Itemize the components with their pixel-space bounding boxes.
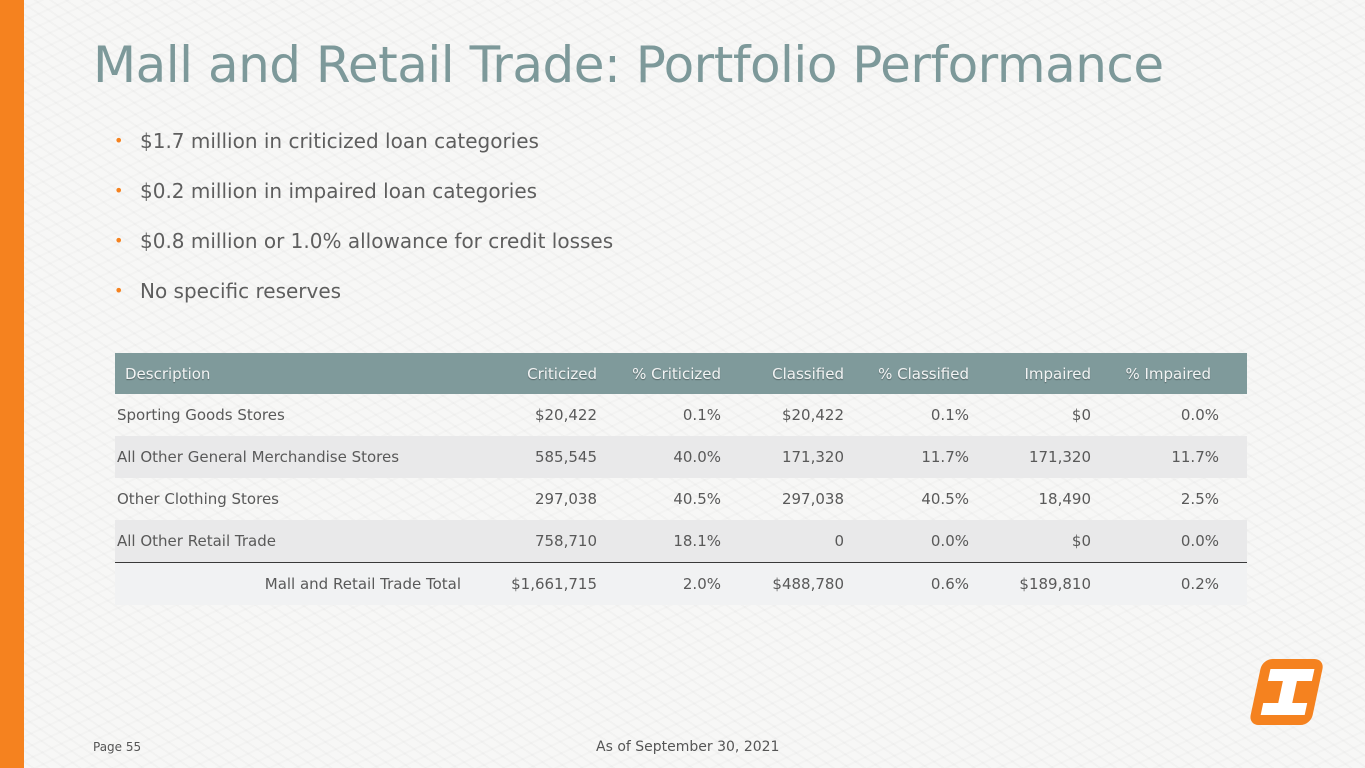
bullet-item: • $0.2 million in impaired loan categorie… xyxy=(114,177,613,227)
cell-pct-impaired: 2.5% xyxy=(1180,490,1219,508)
cell-total-pct-classified: 0.6% xyxy=(854,562,979,605)
cell-total-impaired: $189,810 xyxy=(979,562,1101,605)
accent-side-bar xyxy=(0,0,24,768)
bullet-text: $1.7 million in criticized loan categori… xyxy=(140,129,539,153)
table-row: Other Clothing Stores 297,038 40.5% 297,… xyxy=(115,478,1247,520)
col-header-pct-criticized: % Criticized xyxy=(607,353,731,394)
cell-total-pct-impaired: 0.2% xyxy=(1101,562,1247,605)
table-row: All Other General Merchandise Stores 585… xyxy=(115,436,1247,478)
cell-total-description: Mall and Retail Trade Total xyxy=(115,562,483,605)
cell-pct-criticized: 40.0% xyxy=(607,436,731,478)
cell-description: Other Clothing Stores xyxy=(117,490,279,508)
table-total-row: Mall and Retail Trade Total $1,661,715 2… xyxy=(115,562,1247,605)
bullet-dot-icon: • xyxy=(114,181,124,200)
page-number: Page 55 xyxy=(93,740,142,754)
cell-total-criticized: $1,661,715 xyxy=(483,562,607,605)
cell-pct-impaired: 0.0% xyxy=(1101,520,1247,563)
cell-classified: 297,038 xyxy=(781,490,844,508)
col-header-description: Description xyxy=(115,353,483,394)
table-row: Sporting Goods Stores $20,422 0.1% $20,4… xyxy=(115,394,1247,436)
bullet-text: $0.8 million or 1.0% allowance for credi… xyxy=(140,229,614,253)
cell-description: Sporting Goods Stores xyxy=(117,406,285,424)
cell-classified: 0 xyxy=(731,520,854,563)
cell-classified: 171,320 xyxy=(731,436,854,478)
cell-pct-impaired: 11.7% xyxy=(1101,436,1247,478)
cell-impaired: 18,490 xyxy=(1038,490,1092,508)
page-title: Mall and Retail Trade: Portfolio Perform… xyxy=(93,36,1164,94)
col-header-pct-classified: % Classified xyxy=(854,353,979,394)
bullet-item: • No specific reserves xyxy=(114,277,613,327)
bullet-text: $0.2 million in impaired loan categories xyxy=(140,179,538,203)
cell-pct-criticized: 40.5% xyxy=(673,490,721,508)
as-of-date: As of September 30, 2021 xyxy=(596,739,780,755)
cell-description: All Other Retail Trade xyxy=(115,520,483,563)
table-row: All Other Retail Trade 758,710 18.1% 0 0… xyxy=(115,520,1247,563)
cell-pct-impaired: 0.0% xyxy=(1180,406,1219,424)
col-header-impaired: Impaired xyxy=(979,353,1101,394)
col-header-classified: Classified xyxy=(731,353,854,394)
cell-classified: $20,422 xyxy=(781,406,844,424)
brand-logo-icon xyxy=(1250,659,1323,725)
bullet-dot-icon: • xyxy=(114,231,124,250)
cell-description: All Other General Merchandise Stores xyxy=(115,436,483,478)
cell-pct-classified: 0.1% xyxy=(930,406,969,424)
cell-impaired: 171,320 xyxy=(979,436,1101,478)
cell-criticized: 297,038 xyxy=(534,490,597,508)
cell-pct-criticized: 18.1% xyxy=(607,520,731,563)
cell-impaired: $0 xyxy=(979,520,1101,563)
portfolio-table: Description Criticized % Criticized Clas… xyxy=(115,353,1247,605)
bullet-dot-icon: • xyxy=(114,131,124,150)
bullet-item: • $1.7 million in criticized loan categor… xyxy=(114,127,613,177)
cell-criticized: 585,545 xyxy=(483,436,607,478)
bullet-list: • $1.7 million in criticized loan categor… xyxy=(114,127,613,327)
table-header-row: Description Criticized % Criticized Clas… xyxy=(115,353,1247,394)
col-header-pct-impaired: % Impaired xyxy=(1101,353,1247,394)
cell-total-pct-criticized: 2.0% xyxy=(607,562,731,605)
cell-pct-criticized: 0.1% xyxy=(682,406,721,424)
cell-criticized: 758,710 xyxy=(483,520,607,563)
col-header-criticized: Criticized xyxy=(483,353,607,394)
cell-total-classified: $488,780 xyxy=(731,562,854,605)
cell-criticized: $20,422 xyxy=(534,406,597,424)
cell-impaired: $0 xyxy=(1071,406,1091,424)
cell-pct-classified: 40.5% xyxy=(921,490,969,508)
cell-pct-classified: 0.0% xyxy=(854,520,979,563)
bullet-text: No specific reserves xyxy=(140,279,342,303)
bullet-dot-icon: • xyxy=(114,281,124,300)
cell-pct-classified: 11.7% xyxy=(854,436,979,478)
bullet-item: • $0.8 million or 1.0% allowance for cred… xyxy=(114,227,613,277)
